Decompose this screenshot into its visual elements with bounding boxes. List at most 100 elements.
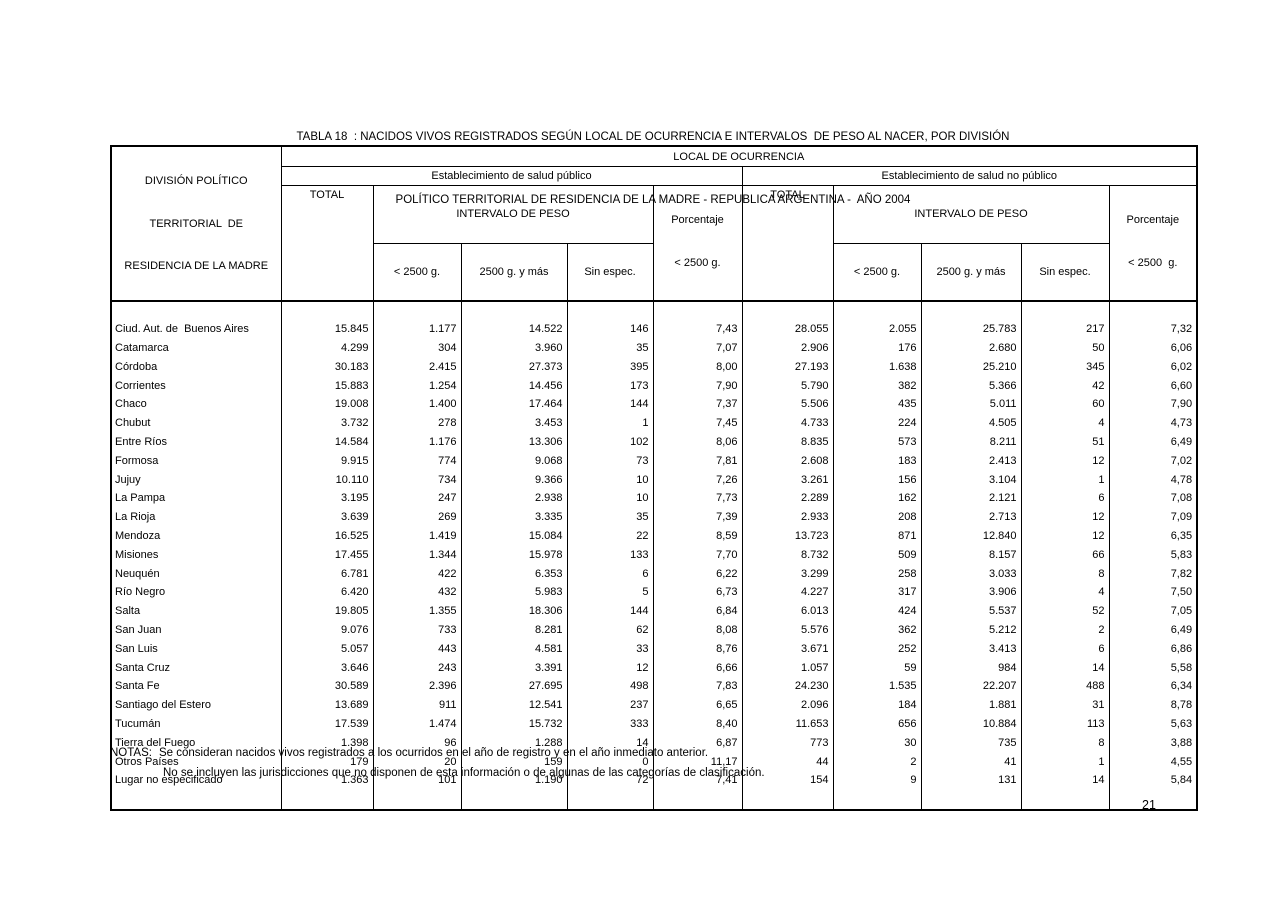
province-name: Ciud. Aut. de Buenos Aires xyxy=(110,319,282,339)
value-cell: 183 xyxy=(832,451,922,471)
value-cell: 6,84 xyxy=(652,601,743,621)
value-cell: 509 xyxy=(832,545,922,565)
value-cell: 5.057 xyxy=(280,639,374,659)
value-cell: 13.306 xyxy=(460,432,568,452)
value-cell: 2.096 xyxy=(741,695,834,715)
value-cell: 6,22 xyxy=(652,564,743,583)
header-sub-2500ymas-no-publico: 2500 g. y más xyxy=(920,242,1022,302)
value-cell: 42 xyxy=(1020,376,1110,395)
value-cell: 7,90 xyxy=(1108,394,1198,414)
value-cell: 422 xyxy=(372,564,462,583)
value-cell: 3.335 xyxy=(460,507,568,527)
value-cell: 14.584 xyxy=(280,432,374,452)
value-cell: 52 xyxy=(1020,601,1110,621)
value-cell: 2.055 xyxy=(832,319,922,339)
table-row: Chubut 3.732 278 3.453 1 7,45 4.733 224 4.505 4 4,… xyxy=(110,413,1198,433)
value-cell: 12 xyxy=(1020,526,1110,546)
value-cell: 3.391 xyxy=(460,658,568,677)
value-cell: 2.608 xyxy=(741,451,834,471)
value-cell: 176 xyxy=(832,338,922,358)
value-cell: 7,50 xyxy=(1108,582,1198,602)
value-cell: 8,40 xyxy=(652,714,743,734)
value-cell: 17.539 xyxy=(280,714,374,734)
value-cell: 173 xyxy=(566,376,654,395)
value-cell: 984 xyxy=(920,658,1022,677)
value-cell: 144 xyxy=(566,601,654,621)
province-name: Entre Ríos xyxy=(110,432,282,452)
table-row: San Juan 9.076 733 8.281 62 8,08 5.576 362 5.212… xyxy=(110,620,1198,640)
table-row: Mendoza 16.525 1.419 15.084 22 8,59 13.723 871 1… xyxy=(110,526,1198,546)
value-cell: 333 xyxy=(566,714,654,734)
value-cell: 5.011 xyxy=(920,394,1022,414)
value-cell: 6.013 xyxy=(741,601,834,621)
table-row: Otros Países 179 20 159 0 11,17 44 2 41 1 4,55 xyxy=(110,752,1198,771)
value-cell: 7,83 xyxy=(652,676,743,696)
table-row: Santiago del Estero 13.689 911 12.541 237 6,6… xyxy=(110,695,1198,715)
value-cell: 13.723 xyxy=(741,526,834,546)
value-cell: 30 xyxy=(832,733,922,753)
value-cell: 3.453 xyxy=(460,413,568,433)
value-cell: 7,32 xyxy=(1108,319,1198,339)
row-header-line2: TERRITORIAL DE xyxy=(149,217,244,230)
value-cell: 1.419 xyxy=(372,526,462,546)
value-cell: 17.455 xyxy=(280,545,374,565)
value-cell: 208 xyxy=(832,507,922,527)
value-cell: 252 xyxy=(832,639,922,659)
value-cell: 27.193 xyxy=(741,357,834,377)
value-cell: 19.805 xyxy=(280,601,374,621)
value-cell: 1.176 xyxy=(372,432,462,452)
value-cell: 16.525 xyxy=(280,526,374,546)
value-cell: 3.671 xyxy=(741,639,834,659)
province-name: Catamarca xyxy=(110,338,282,358)
value-cell: 237 xyxy=(566,695,654,715)
value-cell: 8.157 xyxy=(920,545,1022,565)
table-row: Chaco 19.008 1.400 17.464 144 7,37 5.506 435 5.0… xyxy=(110,394,1198,414)
value-cell: 10 xyxy=(566,488,654,508)
value-cell: 1.881 xyxy=(920,695,1022,715)
table-title-line1: TABLA 18 : NACIDOS VIVOS REGISTRADOS SEG… xyxy=(296,131,1010,143)
value-cell: 17.464 xyxy=(460,394,568,414)
value-cell: 1.638 xyxy=(832,357,922,377)
value-cell: 243 xyxy=(372,658,462,677)
value-cell: 8,76 xyxy=(652,639,743,659)
value-cell: 4.733 xyxy=(741,413,834,433)
value-cell: 395 xyxy=(566,357,654,377)
value-cell: 133 xyxy=(566,545,654,565)
value-cell: 51 xyxy=(1020,432,1110,452)
note-1-text: Se consideran nacidos vivos registrados … xyxy=(158,747,709,759)
table-row: Catamarca 4.299 304 3.960 35 7,07 2.906 176 2.68… xyxy=(110,338,1198,358)
value-cell: 5.212 xyxy=(920,620,1022,640)
value-cell: 11.653 xyxy=(741,714,834,734)
value-cell: 8,00 xyxy=(652,357,743,377)
value-cell: 6,06 xyxy=(1108,338,1198,358)
header-sub-menor2500-publico: < 2500 g. xyxy=(372,242,462,302)
value-cell: 6 xyxy=(1020,639,1110,659)
value-cell: 2.906 xyxy=(741,338,834,358)
header-sub-menor2500-no-publico: < 2500 g. xyxy=(832,242,922,302)
value-cell: 6 xyxy=(566,564,654,583)
header-sub-sinespec-no-publico: Sin espec. xyxy=(1020,242,1110,302)
value-cell: 15.978 xyxy=(460,545,568,565)
value-cell: 2.413 xyxy=(920,451,1022,471)
value-cell: 432 xyxy=(372,582,462,602)
province-name: Formosa xyxy=(110,451,282,471)
value-cell: 144 xyxy=(566,394,654,414)
table-row: Santa Fe 30.589 2.396 27.695 498 7,83 24.230 1.… xyxy=(110,676,1198,696)
value-cell: 8.835 xyxy=(741,432,834,452)
province-name: Chaco xyxy=(110,394,282,414)
value-cell: 15.845 xyxy=(280,319,374,339)
value-cell: 3.261 xyxy=(741,470,834,489)
value-cell: 2.121 xyxy=(920,488,1022,508)
value-cell: 1 xyxy=(1020,752,1110,771)
value-cell: 4,73 xyxy=(1108,413,1198,433)
value-cell: 5,63 xyxy=(1108,714,1198,734)
table-row: Lugar no especificado 1.363 101 1.190 72 7,41… xyxy=(110,770,1198,790)
value-cell: 278 xyxy=(372,413,462,433)
value-cell: 5.366 xyxy=(920,376,1022,395)
value-cell: 1.177 xyxy=(372,319,462,339)
value-cell: 9.068 xyxy=(460,451,568,471)
value-cell: 2.289 xyxy=(741,488,834,508)
value-cell: 12.541 xyxy=(460,695,568,715)
value-cell: 113 xyxy=(1020,714,1110,734)
value-cell: 1.398 xyxy=(280,733,374,753)
